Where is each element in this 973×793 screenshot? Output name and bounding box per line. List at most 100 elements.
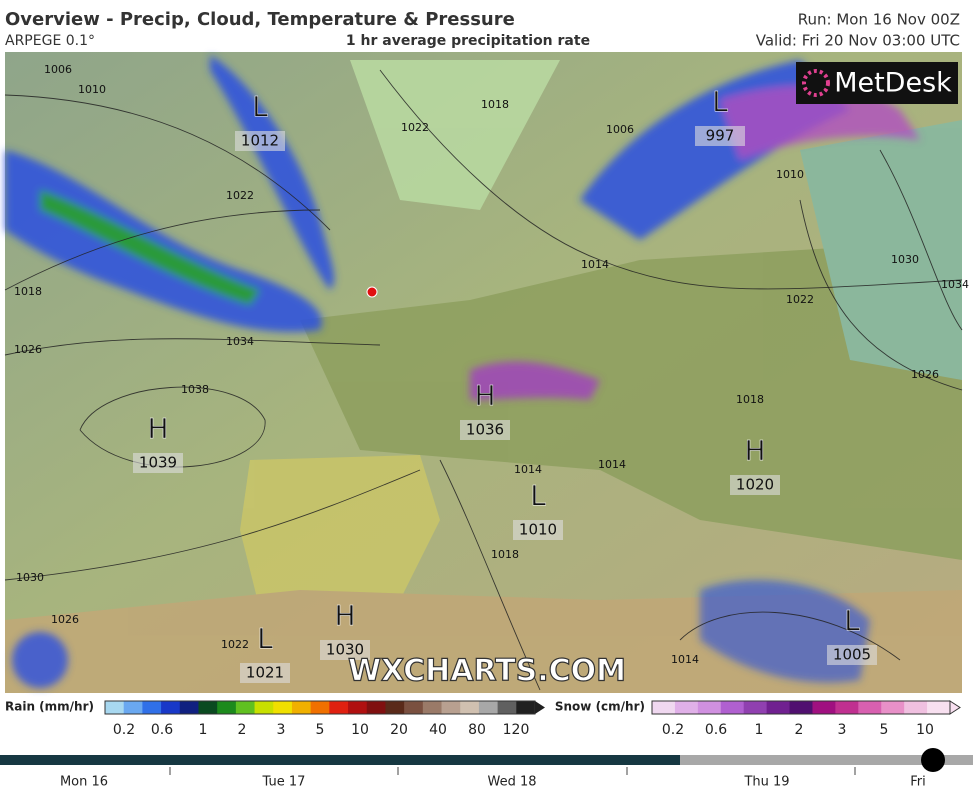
pressure-value-bg [320,640,370,660]
isobar-label: 1006 [44,63,72,76]
pressure-value-bg [235,131,285,151]
isobar-label: 1026 [51,613,79,626]
rain-swatch [179,701,199,714]
isobar-label: 1018 [736,393,764,406]
snow-swatch [858,701,882,714]
isobar-label: 1034 [941,278,969,291]
rain-swatch [217,701,237,714]
pressure-type: L [257,622,273,655]
rain-swatch [441,701,461,714]
snow-swatch [927,701,951,714]
precipitation [5,55,920,688]
snow-legend-value: 5 [880,722,889,738]
rain-swatch [422,701,443,714]
location-marker [366,286,378,298]
rain-swatch [497,701,517,714]
snow-swatch [743,701,768,714]
logo: MetDesk [834,68,952,99]
valid: Valid: Fri 20 Nov 03:00 UTC [756,32,960,50]
run: Run: Mon 16 Nov 00Z [798,11,960,29]
pressure-value-bg [133,453,183,473]
rain-swatch [404,701,424,714]
rain-legend-value: 20 [390,722,408,738]
pressure-type: L [530,479,546,512]
snow-swatch [674,701,699,714]
title: Overview - Precip, Cloud, Temperature & … [5,9,515,30]
rain-legend-value: 0.6 [151,722,173,738]
pressure-type: H [474,379,495,412]
snow-legend-value: 2 [795,722,804,738]
pressure-type: L [844,604,860,637]
rain-legend-value: 3 [277,722,286,738]
logo-box [796,62,958,104]
isobar-label: 1022 [786,293,814,306]
pressure-value: 1020 [736,476,774,494]
rain-swatch [123,701,143,714]
timeline-day: Mon 16 [60,775,108,790]
rain-swatch [348,701,368,714]
watermark: WXCHARTS.COM [348,654,626,689]
pressure-value: 1005 [833,646,871,664]
rain-legend-value: 2 [238,722,247,738]
isobar-label: 1018 [491,548,519,561]
snow-swatch [812,701,836,714]
rain-swatch [478,701,499,714]
pressure-value: 997 [706,127,735,145]
pressure-value-bg [240,663,290,683]
pressure-type: L [712,85,728,118]
timeline-day: Wed 18 [487,775,536,790]
rain-legend-value: 120 [503,722,530,738]
isobar-label: 1006 [606,123,634,136]
isobar-label: 1022 [401,121,429,134]
isobar-label: 1014 [671,653,699,666]
isobar-label: 1018 [14,285,42,298]
isobars [4,69,963,691]
pressure-value-bg [460,420,510,440]
timeline-handle[interactable] [921,748,945,772]
pressure-value: 1030 [326,641,364,659]
snow-scale-arrow [949,700,961,715]
subtitle: 1 hr average precipitation rate [346,33,590,49]
pressure-value-bg [827,645,877,665]
snow-swatch [720,701,745,714]
rain-swatch [516,701,536,714]
rain-swatch [254,701,274,714]
isobar-label: 1026 [911,368,939,381]
pressure-value-bg [730,475,780,495]
snow-legend-value: 3 [838,722,847,738]
isobar-label: 1010 [776,168,804,181]
isobar-label: 1010 [78,83,106,96]
snow-legend-value: 0.6 [705,722,727,738]
isobar-label: 1030 [16,571,44,584]
snow-swatch [697,701,722,714]
land [5,60,962,693]
isobar-label: 1014 [581,258,609,271]
isobar-label: 1022 [221,638,249,651]
rain-swatch [460,701,480,714]
isobar-label: 1014 [514,463,542,476]
pressure-type: H [147,412,168,445]
rain-swatch [235,701,256,714]
snow-legend-value: 0.2 [662,722,684,738]
timeline-day: Thu 19 [743,775,789,790]
rain-swatch [385,701,405,714]
timeline-future [680,755,973,765]
snow-swatch [904,701,928,714]
rain-legend-title: Rain (mm/hr) [5,700,94,714]
rain-legend-value: 1 [199,722,208,738]
isobar-label: 1014 [598,458,626,471]
rain-swatch [142,701,162,714]
pressure-value: 1036 [466,421,504,439]
pressure-value-bg [695,126,745,146]
isobar-label: 1026 [14,343,42,356]
rain-legend-value: 0.2 [113,722,135,738]
rain-swatch [273,701,293,714]
rain-swatch [329,701,349,714]
isobar-label: 1022 [226,189,254,202]
rain-scale-arrow [535,701,545,714]
rain-legend-value: 40 [429,722,447,738]
snow-legend-title: Snow (cm/hr) [555,700,645,714]
rain-swatch [291,701,312,714]
pressure-value: 1012 [241,132,279,150]
